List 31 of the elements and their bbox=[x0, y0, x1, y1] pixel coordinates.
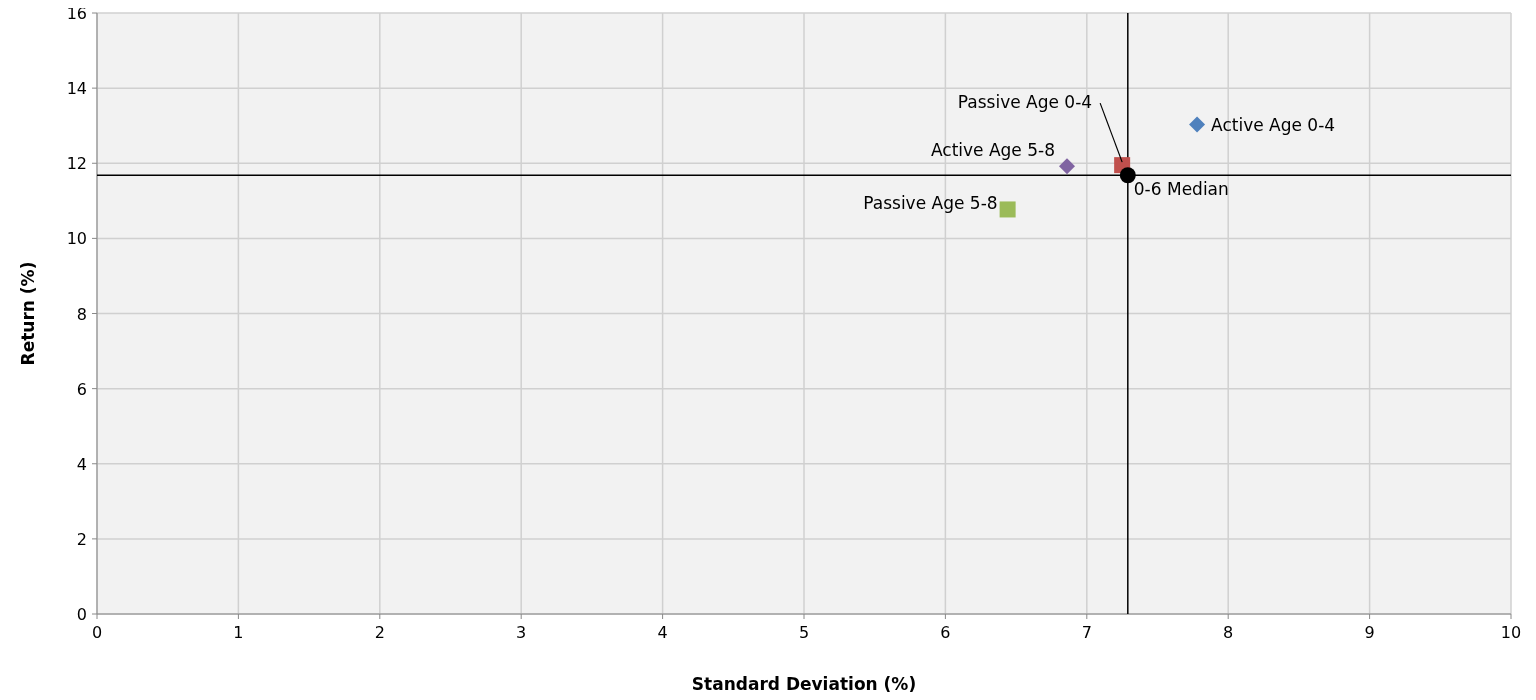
x-tick-label: 1 bbox=[233, 623, 244, 642]
x-tick-label: 7 bbox=[1081, 623, 1092, 642]
series-label: Active Age 5-8 bbox=[930, 140, 1055, 161]
x-tick-label: 8 bbox=[1223, 623, 1234, 642]
y-tick-label: 10 bbox=[66, 229, 87, 249]
x-tick-label: 10 bbox=[1500, 623, 1522, 642]
y-tick-label: 16 bbox=[66, 4, 87, 23]
x-tick-label: 2 bbox=[374, 623, 385, 642]
y-tick-label: 4 bbox=[76, 454, 87, 474]
y-tick-label: 12 bbox=[66, 154, 87, 174]
series-label: Passive Age 5-8 bbox=[863, 193, 998, 214]
point bbox=[999, 201, 1016, 218]
y-tick-label: 6 bbox=[76, 379, 87, 399]
y-axis-title: Return (%) bbox=[18, 261, 38, 366]
series-label: 0-6 Median bbox=[1133, 179, 1229, 200]
x-tick-label: 0 bbox=[91, 623, 103, 642]
point bbox=[1189, 116, 1206, 133]
point bbox=[1059, 158, 1075, 175]
y-tick-label: 14 bbox=[66, 79, 87, 99]
x-axis-title: Standard Deviation (%) bbox=[691, 674, 917, 694]
x-tick-label: 6 bbox=[940, 623, 951, 642]
x-tick-label: 4 bbox=[657, 623, 668, 642]
x-tick-label: 5 bbox=[798, 623, 810, 642]
x-tick-label: 3 bbox=[516, 623, 527, 642]
series-label: Active Age 0-4 bbox=[1211, 114, 1336, 135]
point bbox=[1119, 167, 1136, 184]
x-tick-label: 9 bbox=[1364, 623, 1375, 642]
y-tick-label: 0 bbox=[76, 605, 87, 624]
text: Passive Age 0-4 bbox=[957, 92, 1093, 113]
y-tick-label: 2 bbox=[76, 529, 87, 549]
y-tick-label: 8 bbox=[76, 304, 87, 324]
